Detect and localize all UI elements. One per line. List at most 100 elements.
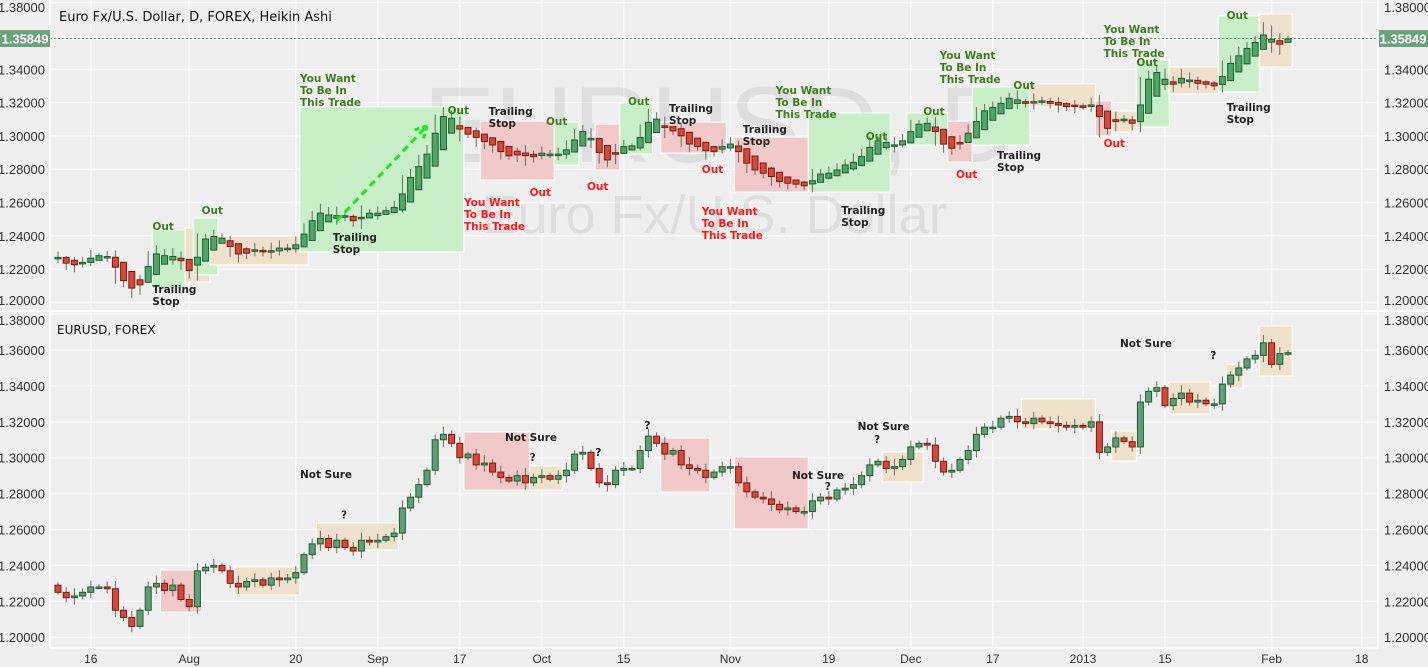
candle-body (177, 257, 185, 262)
candle (743, 476, 751, 498)
ha-candle (87, 249, 95, 267)
price-tick-right: 1.22000 (1384, 262, 1428, 277)
candle-body (882, 141, 890, 149)
candle-body (292, 572, 300, 579)
candle (284, 574, 292, 584)
candle-body (1186, 392, 1194, 403)
annotation-label: You Want To Be In This Trade (701, 206, 763, 242)
candle-body (1194, 399, 1202, 403)
ha-candle (169, 248, 177, 265)
annotation-line: Out (866, 131, 887, 143)
candle-body (1210, 82, 1218, 87)
price-tick-right: 1.26000 (1384, 196, 1428, 211)
ha-candle (644, 108, 652, 144)
candle-body (136, 609, 144, 627)
candle (1054, 415, 1062, 433)
annotation-line: Not Sure (1120, 338, 1172, 350)
annotation-label: You Want To Be In This Trade (1103, 24, 1165, 60)
watermark-name: Euro Fx/U.S. Dollar (481, 185, 946, 245)
annotation-line: Stop (997, 162, 1025, 174)
annotation-line: This Trade (1104, 48, 1165, 60)
candle-body (661, 442, 669, 455)
annotation-label: You Want To Be In This Trade (939, 50, 1001, 86)
ha-candle (653, 112, 661, 134)
ha-candle (874, 136, 882, 155)
candle-body (858, 475, 866, 486)
candle-body (1120, 118, 1128, 122)
ha-candle (1210, 81, 1218, 91)
candle-body (275, 577, 283, 581)
price-tick-right: 1.30000 (1384, 451, 1428, 466)
annotation-label: Out (1136, 57, 1157, 69)
candle (1161, 385, 1169, 409)
time-axis[interactable]: 16 Aug 20 Sep 17 Oct 15 Nov 19 Dec 17 2013 15 Feb 18 (84, 648, 1369, 666)
candle (653, 432, 661, 447)
price-tick-right: 1.36000 (1384, 343, 1428, 358)
candle (1243, 356, 1251, 371)
ha-candle (161, 248, 169, 265)
candle-body (382, 536, 390, 541)
candle-body (743, 148, 751, 164)
candle-body (251, 579, 259, 583)
candle-body (858, 156, 866, 167)
candle (940, 457, 948, 476)
ha-candle (111, 250, 119, 284)
candle-body (505, 476, 513, 482)
price-axes[interactable]: 1.20000 1.20000 1.20000 1.20000 1.22000 1.220… (0, 0, 1428, 645)
ha-candle (70, 256, 78, 273)
ha-candle (234, 243, 242, 263)
candle (120, 606, 128, 622)
ha-candle (562, 140, 570, 159)
ha-candle (1071, 99, 1079, 113)
candle-body (79, 591, 87, 597)
candle (972, 426, 980, 458)
annotation-box-red (660, 437, 711, 493)
ha-candle (202, 233, 210, 262)
annotation-label: Trailing Stop (1227, 102, 1271, 126)
candle (202, 563, 210, 575)
annotation-label: Trailing Stop (669, 103, 713, 127)
price-tick-left: 1.32000 (0, 96, 45, 111)
price-tick-left: 1.24000 (0, 558, 45, 573)
candle-body (833, 489, 841, 500)
price-tick-left: 1.38000 (0, 0, 45, 15)
ha-candle (513, 147, 521, 162)
annotation-label: Out (530, 187, 551, 199)
annotation-label: Not Sure (300, 469, 352, 481)
annotation-line: Stop (841, 217, 869, 229)
ha-candle (120, 261, 128, 288)
candle (685, 457, 693, 476)
candle-body (595, 138, 603, 153)
candle (1022, 417, 1030, 428)
annotation-line: Stop (743, 136, 771, 148)
ha-candle (1161, 68, 1169, 90)
candle-body (1235, 55, 1243, 73)
ha-candle (407, 168, 415, 203)
candle-body (882, 460, 890, 469)
candle-body (981, 426, 989, 435)
annotation-box-tan (1168, 66, 1219, 95)
candle-body (726, 143, 734, 149)
annotation-box-tan (1029, 83, 1096, 108)
candle (899, 455, 907, 471)
candle-body (1071, 104, 1079, 108)
annotation-label: ? (644, 420, 650, 432)
candle-body (95, 586, 103, 589)
ha-candle (718, 139, 726, 154)
candle-body (87, 257, 95, 263)
ha-candle (767, 167, 775, 186)
candle (152, 575, 160, 594)
candle-body (390, 206, 398, 214)
annotation-line: You Want (1103, 24, 1160, 36)
candle-body (513, 150, 521, 156)
candle (54, 582, 62, 595)
ha-candle (858, 148, 866, 167)
annotation-line: This Trade (940, 74, 1001, 86)
time-tick-label: Nov (720, 652, 741, 666)
candle-body (456, 442, 464, 459)
candle (833, 487, 841, 502)
candle-body (210, 235, 218, 251)
ha-candle (784, 176, 792, 190)
candle (907, 440, 915, 466)
